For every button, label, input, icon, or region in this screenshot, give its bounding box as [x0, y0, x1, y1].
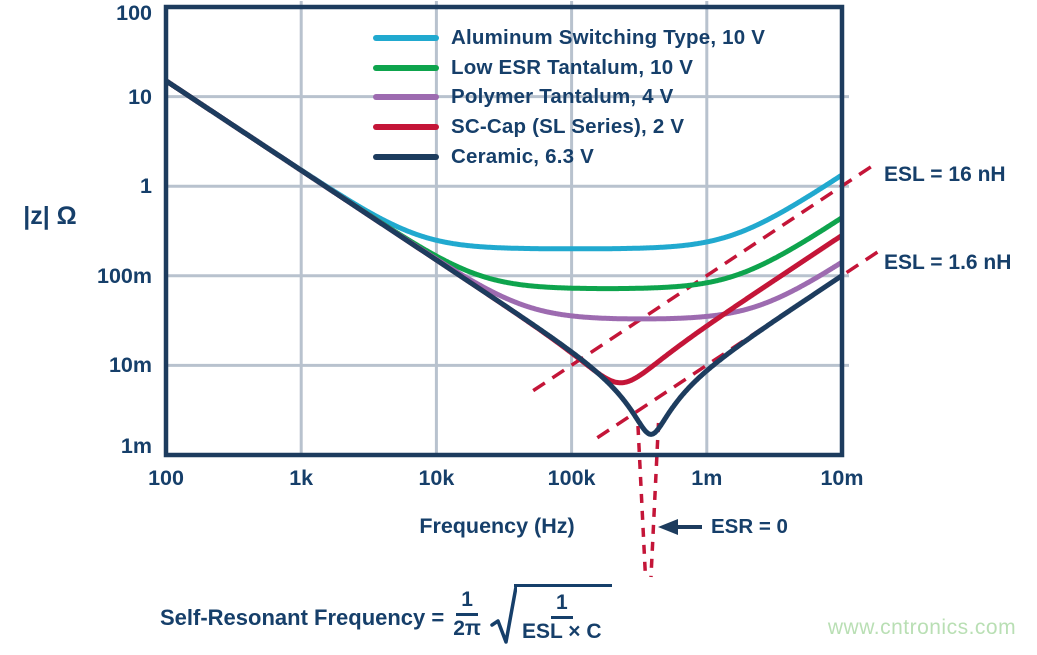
esl-1p6nh-label: ESL = 1.6 nH [884, 251, 1012, 274]
legend-item: Ceramic, 6.3 V [373, 142, 765, 172]
legend-item-label: Ceramic, 6.3 V [451, 145, 594, 169]
y-tick-label: 1 [140, 174, 152, 199]
legend-item: SC-Cap (SL Series), 2 V [373, 112, 765, 142]
y-axis-title: |z| Ω [23, 202, 77, 230]
legend-item-label: Polymer Tantalum, 4 V [451, 85, 674, 109]
legend-color-swatch [373, 94, 439, 101]
formula-frac-denominator: 2π [453, 616, 482, 640]
esr-zero-dashed-line [636, 425, 648, 578]
y-tick-label: 1m [120, 434, 152, 458]
legend-item-label: Aluminum Switching Type, 10 V [451, 25, 766, 49]
curve-ceramic-6-3-v [164, 78, 844, 437]
legend-color-swatch [373, 124, 439, 131]
watermark: www.cntronics.com [827, 616, 1017, 639]
legend-item: Polymer Tantalum, 4 V [373, 83, 765, 113]
x-tick-label: 1m [691, 466, 723, 490]
self-resonant-frequency-formula: Self-Resonant Frequency = 1 2π 1 ESL × C [160, 582, 612, 646]
x-tick-label: 10k [418, 466, 455, 490]
formula-fraction-one-over-2pi: 1 2π [453, 588, 481, 641]
legend-color-swatch [373, 64, 439, 71]
legend: Aluminum Switching Type, 10 V Low ESR Tan… [373, 23, 765, 172]
formula-root-content: 1 ESL × C [514, 584, 612, 645]
legend-item: Low ESR Tantalum, 10 V [373, 53, 765, 83]
x-tick-label: 1k [289, 466, 314, 490]
formula-root-denominator: ESL × C [522, 619, 602, 643]
esr-zero-label: ESR = 0 [711, 515, 788, 538]
formula-square-root: 1 ESL × C [490, 584, 612, 646]
legend-item-label: Low ESR Tantalum, 10 V [451, 55, 694, 79]
legend-item-label: SC-Cap (SL Series), 2 V [451, 115, 685, 139]
x-axis-title: Frequency (Hz) [419, 514, 575, 538]
x-tick-label: 100 [148, 466, 184, 490]
y-tick-label: 10m [108, 353, 152, 378]
formula-frac-numerator: 1 [456, 588, 478, 616]
legend-color-swatch [373, 154, 439, 161]
y-tick-label: 100m [97, 263, 152, 288]
y-tick-label: 100 [116, 1, 152, 25]
legend-color-swatch [373, 34, 439, 41]
radical-sign-icon [490, 585, 518, 644]
plot-frame [163, 4, 845, 458]
curves-group [164, 78, 844, 437]
esr-zero-dashed-line [649, 422, 661, 578]
x-tick-label: 100k [547, 466, 596, 490]
formula-prefix: Self-Resonant Frequency = [160, 605, 445, 630]
y-tick-label: 10 [128, 84, 152, 109]
formula-root-numerator: 1 [550, 591, 573, 619]
esr-zero-arrow-head-icon [658, 519, 678, 535]
legend-item: Aluminum Switching Type, 10 V [373, 23, 765, 53]
x-tick-label: 10m [820, 466, 864, 490]
esl-16nh-label: ESL = 16 nH [884, 163, 1006, 186]
formula-root-fraction: 1 ESL × C [522, 591, 602, 644]
